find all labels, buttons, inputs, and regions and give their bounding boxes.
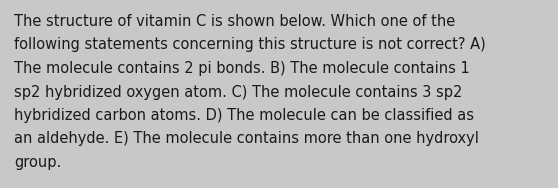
Text: The structure of vitamin C is shown below. Which one of the: The structure of vitamin C is shown belo…: [14, 14, 455, 29]
Text: an aldehyde. E) The molecule contains more than one hydroxyl: an aldehyde. E) The molecule contains mo…: [14, 131, 479, 146]
Text: sp2 hybridized oxygen atom. C) The molecule contains 3 sp2: sp2 hybridized oxygen atom. C) The molec…: [14, 84, 463, 99]
Text: following statements concerning this structure is not correct? A): following statements concerning this str…: [14, 37, 486, 52]
Text: hybridized carbon atoms. D) The molecule can be classified as: hybridized carbon atoms. D) The molecule…: [14, 108, 474, 123]
Text: group.: group.: [14, 155, 61, 170]
Text: The molecule contains 2 pi bonds. B) The molecule contains 1: The molecule contains 2 pi bonds. B) The…: [14, 61, 470, 76]
